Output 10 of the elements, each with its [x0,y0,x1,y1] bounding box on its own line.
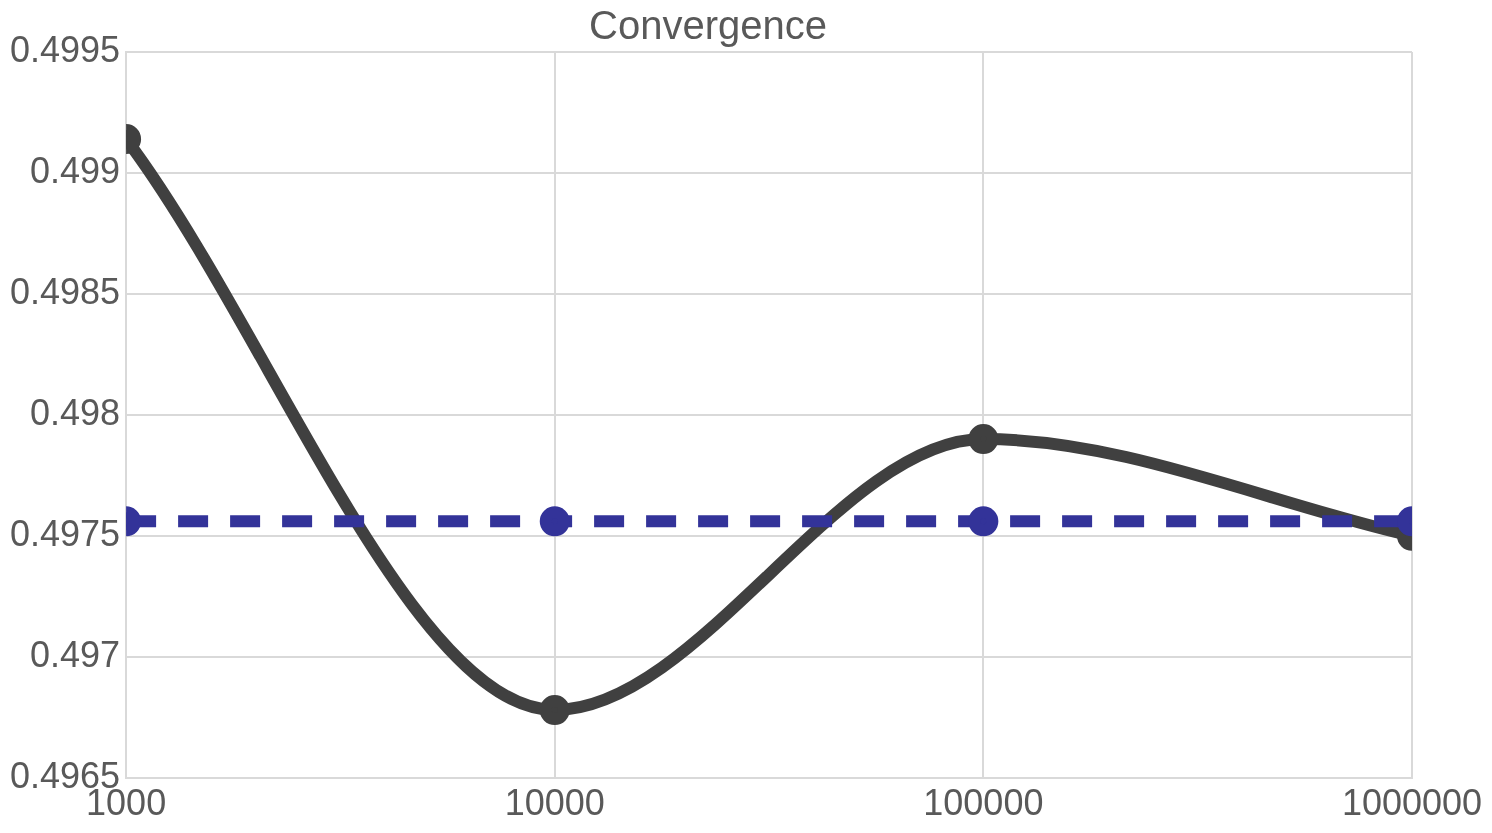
x-tick-label: 100000 [923,782,1044,824]
y-tick-label: 0.4995 [10,28,121,70]
x-tick-label: 10000 [504,782,605,824]
y-tick-label: 0.499 [30,149,121,191]
y-tick-label: 0.4975 [10,512,121,554]
y-tick-label: 0.498 [30,391,121,433]
x-tick-label: 1000000 [1341,782,1483,824]
y-tick-label: 0.497 [30,633,121,675]
y-tick-label: 0.4985 [10,270,121,312]
chart-title: Convergence [589,3,827,48]
